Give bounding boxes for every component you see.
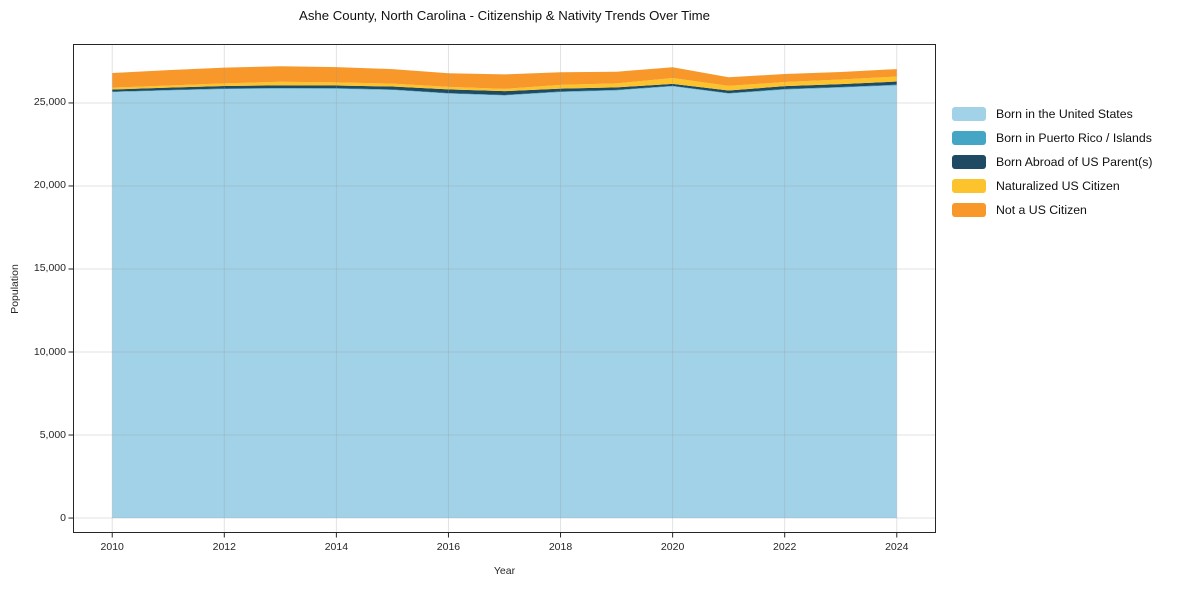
x-tick-label-2020: 2020 xyxy=(660,541,685,553)
x-tick-label-2024: 2024 xyxy=(885,541,909,553)
plot-area xyxy=(68,44,936,538)
y-tick-label-0: 0 xyxy=(60,511,66,524)
x-tick-label-2018: 2018 xyxy=(548,541,573,553)
legend-swatch-not-citizen xyxy=(952,202,986,217)
area-naturalized xyxy=(112,76,897,92)
legend-item-not-citizen: Not a US Citizen xyxy=(952,202,1153,217)
legend-label-not-citizen: Not a US Citizen xyxy=(996,202,1087,217)
y-tick-label-10000: 10,000 xyxy=(33,345,66,358)
y-tick-label-25000: 25,000 xyxy=(33,96,66,109)
legend-swatch-born-us xyxy=(952,106,986,121)
x-axis-label: Year xyxy=(493,565,516,577)
legend-label-born-pr-islands: Born in Puerto Rico / Islands xyxy=(996,130,1152,145)
legend: Born in the United States Born in Puerto… xyxy=(952,106,1153,226)
legend-label-born-abroad: Born Abroad of US Parent(s) xyxy=(996,154,1153,169)
area-born-us xyxy=(112,85,897,519)
x-tick-label-2010: 2010 xyxy=(100,541,124,553)
legend-swatch-born-pr-islands xyxy=(952,130,986,145)
y-tick-label-15000: 15,000 xyxy=(33,262,66,275)
area-not-citizen xyxy=(112,66,897,89)
legend-label-naturalized: Naturalized US Citizen xyxy=(996,178,1120,193)
y-tick-label-20000: 20,000 xyxy=(33,179,66,192)
legend-swatch-naturalized xyxy=(952,178,986,193)
legend-swatch-born-abroad xyxy=(952,154,986,169)
y-tick-label-5000: 5,000 xyxy=(39,428,66,441)
chart-title: Ashe County, North Carolina - Citizenshi… xyxy=(299,8,710,23)
area-born-abroad xyxy=(112,81,897,95)
plot-border xyxy=(73,44,936,533)
legend-item-born-pr-islands: Born in Puerto Rico / Islands xyxy=(952,130,1153,145)
x-tick-label-2014: 2014 xyxy=(324,541,349,553)
x-tick-label-2012: 2012 xyxy=(212,541,236,553)
legend-item-naturalized: Naturalized US Citizen xyxy=(952,178,1153,193)
x-tick-label-2022: 2022 xyxy=(773,541,797,553)
x-tick-label-2016: 2016 xyxy=(436,541,461,553)
legend-label-born-us: Born in the United States xyxy=(996,106,1133,121)
legend-item-born-abroad: Born Abroad of US Parent(s) xyxy=(952,154,1153,169)
legend-item-born-us: Born in the United States xyxy=(952,106,1153,121)
